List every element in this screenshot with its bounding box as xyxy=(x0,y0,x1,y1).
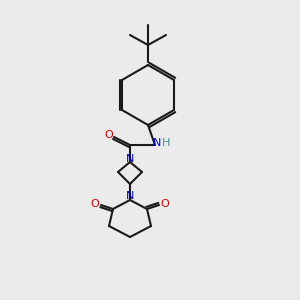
Text: H: H xyxy=(162,138,170,148)
Text: N: N xyxy=(153,138,161,148)
Text: N: N xyxy=(126,191,134,201)
Text: O: O xyxy=(160,199,169,209)
Text: O: O xyxy=(105,130,113,140)
Text: O: O xyxy=(91,199,99,209)
Text: N: N xyxy=(126,154,134,164)
